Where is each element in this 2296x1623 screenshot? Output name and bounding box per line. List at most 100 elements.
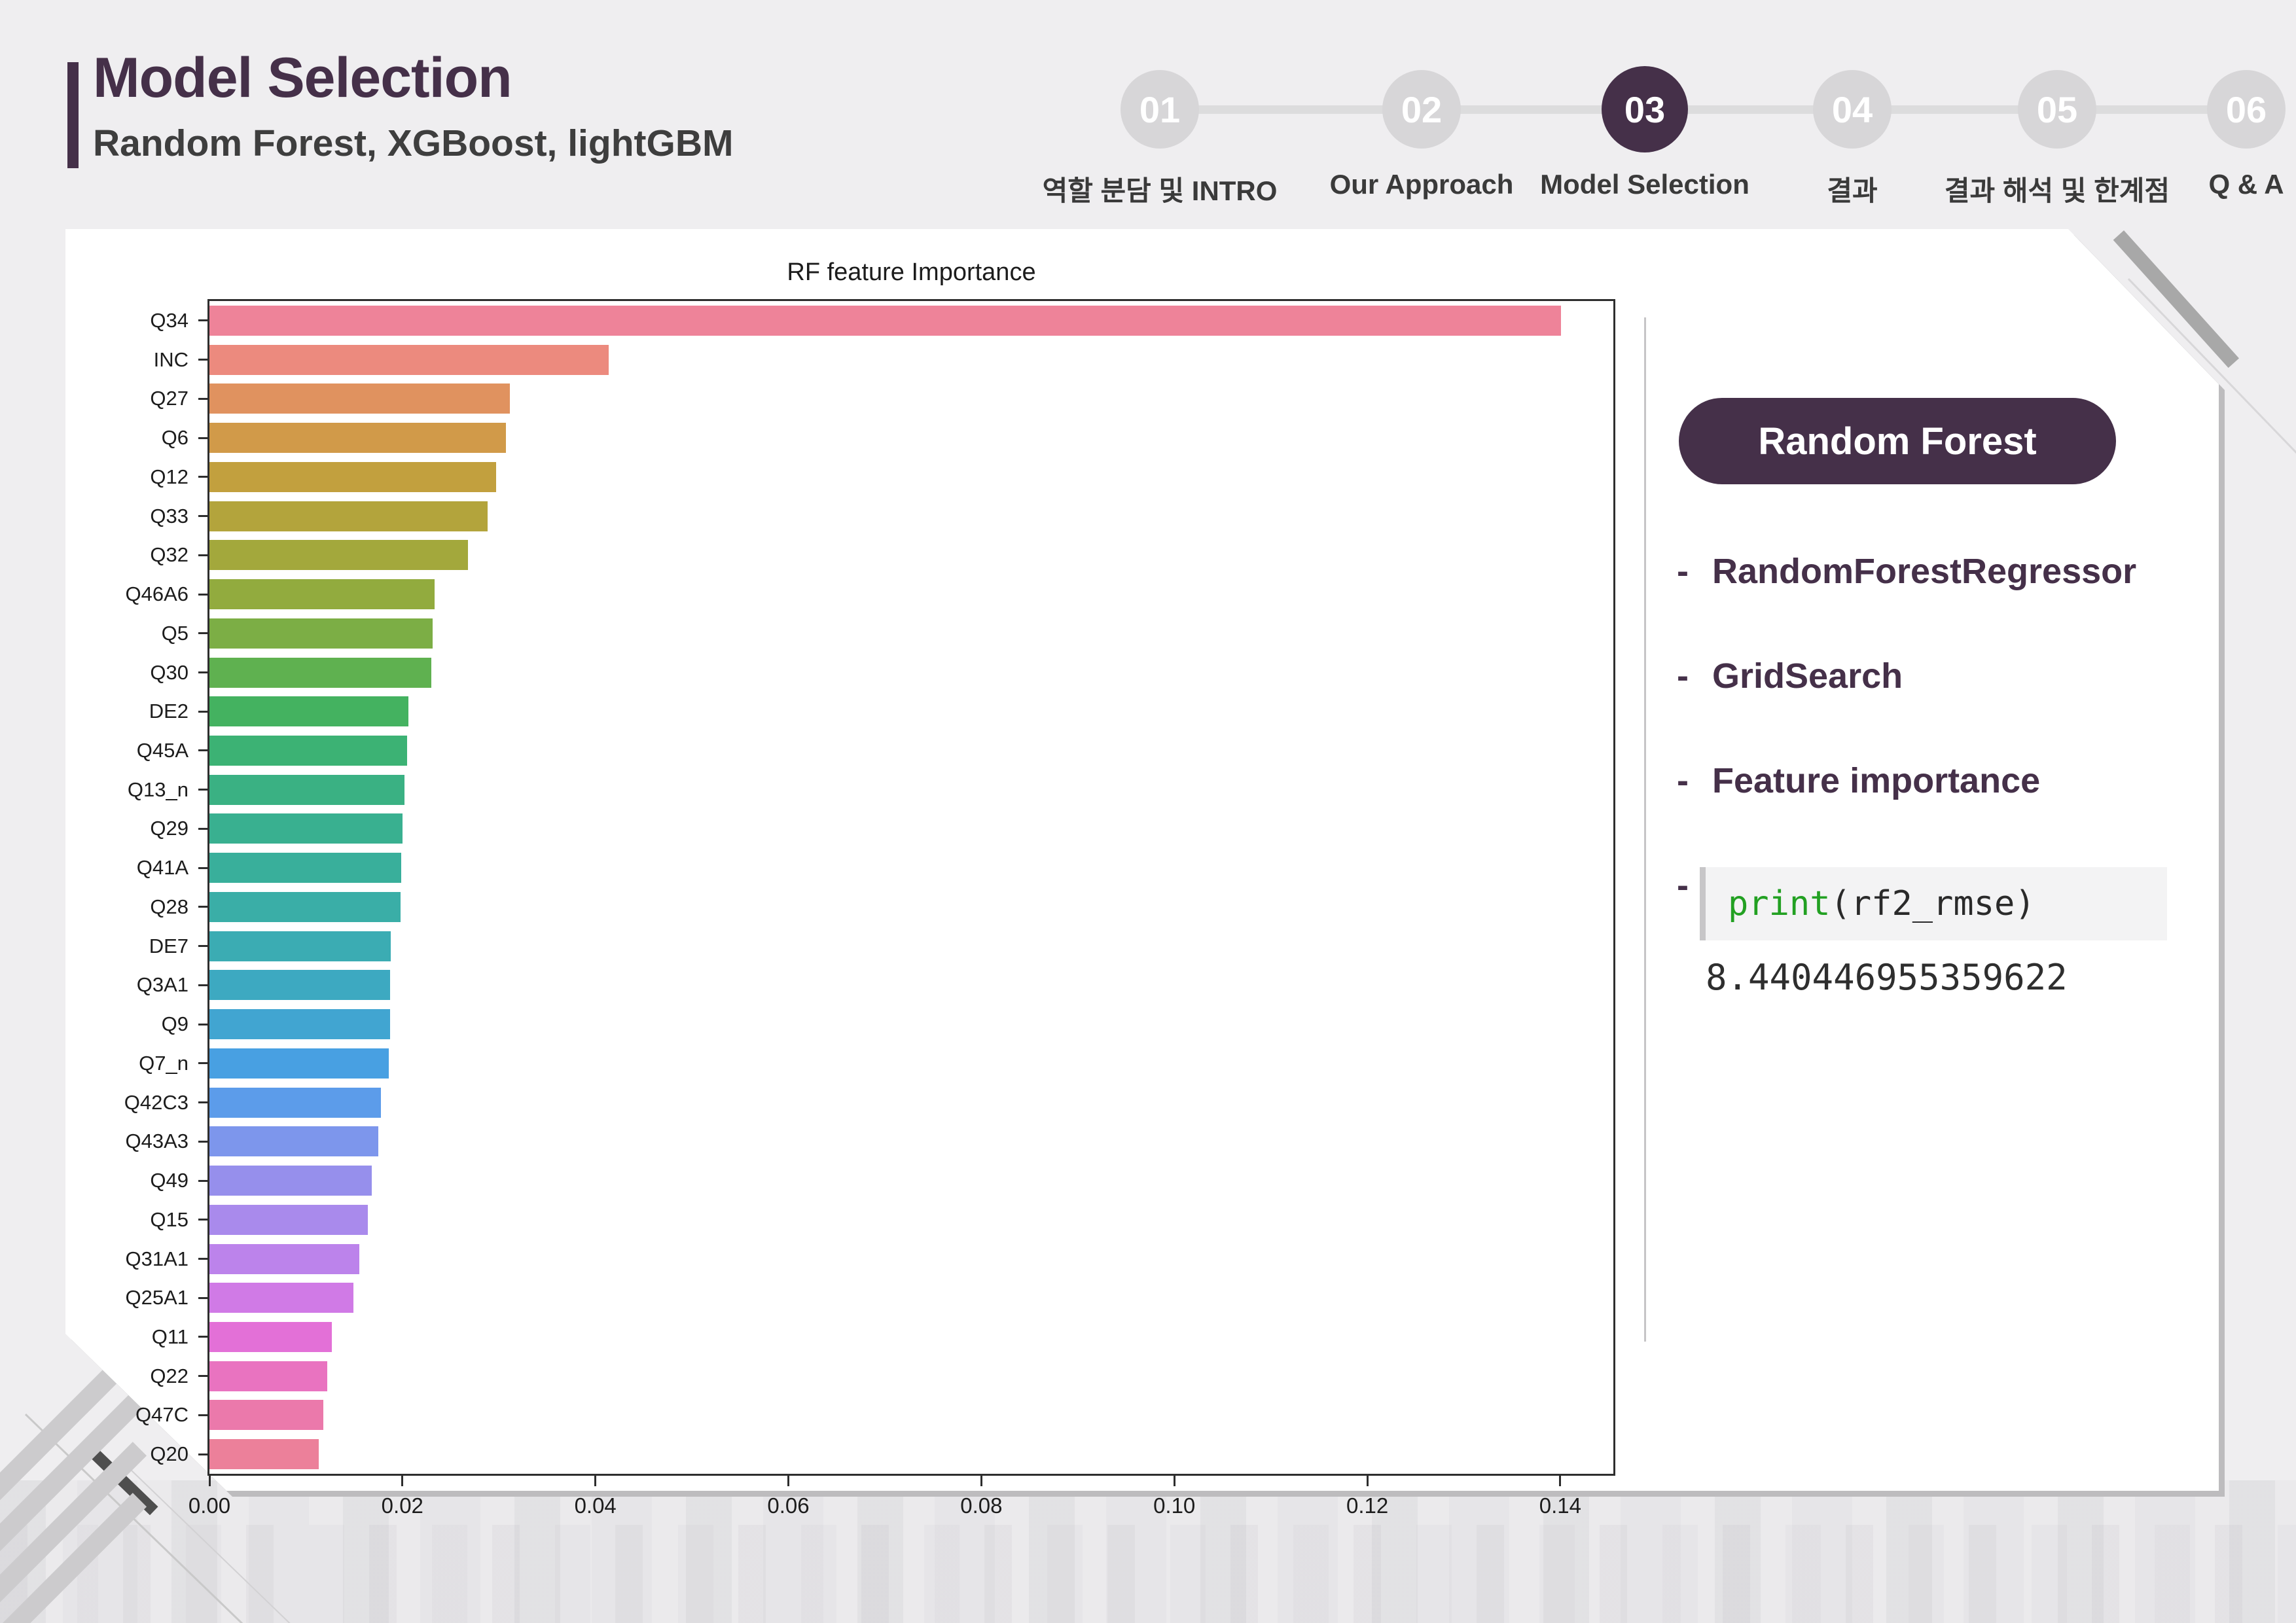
bar-Q15: [209, 1204, 368, 1235]
y-tick-mark: [198, 1140, 207, 1143]
stepper-label-our-approach: Our Approach: [1329, 169, 1514, 200]
bar-Q9: [209, 1009, 390, 1040]
x-tick-mark: [1173, 1476, 1175, 1486]
bar-Q30: [209, 657, 432, 688]
y-tick-mark: [198, 319, 207, 322]
code-argument: (rf2_rmse): [1830, 884, 2036, 923]
step-number: 04: [1831, 88, 1873, 130]
y-tick-mark: [198, 945, 207, 948]
code-output-rmse-value: 8.440446955359622: [1706, 957, 2068, 998]
y-tick-mark: [198, 1219, 207, 1221]
stepper-step-02[interactable]: 02: [1382, 70, 1461, 149]
y-tick-label: Q31A1: [125, 1247, 188, 1270]
y-tick-label: Q41A: [136, 856, 188, 880]
code-keyword: print: [1728, 884, 1831, 923]
bar-Q25A1: [209, 1283, 353, 1313]
y-tick-mark: [198, 1296, 207, 1299]
x-tick-mark: [980, 1476, 982, 1486]
stepper-step-06[interactable]: 06: [2207, 70, 2286, 149]
y-tick-label: Q15: [150, 1207, 188, 1231]
y-tick-mark: [198, 1453, 207, 1455]
y-tick-mark: [198, 789, 207, 791]
x-tick-label: 0.08: [960, 1493, 1003, 1518]
y-tick-label: Q7_n: [139, 1051, 188, 1075]
y-tick-label: Q43A3: [125, 1130, 188, 1153]
bar-Q12: [209, 461, 496, 492]
bar-Q22: [209, 1361, 327, 1391]
code-snippet: print (rf2_rmse): [1700, 867, 2167, 940]
stepper-step-01[interactable]: 01: [1121, 70, 1199, 149]
bar-DE7: [209, 931, 391, 961]
y-tick-label: Q9: [161, 1012, 188, 1036]
bar-Q47C: [209, 1400, 323, 1431]
y-tick-mark: [198, 906, 207, 908]
bullet-item-gridsearch: - GridSearch: [1677, 656, 2136, 696]
y-tick-mark: [198, 593, 207, 596]
bar-Q41A: [209, 853, 402, 883]
stepper-label-interpretation: 결과 해석 및 한계점: [1944, 175, 2170, 206]
y-tick-label: Q33: [150, 504, 188, 527]
step-number: 01: [1139, 88, 1181, 130]
y-tick-mark: [198, 515, 207, 517]
bullet-item-regressor: - RandomForestRegressor: [1677, 551, 2136, 591]
y-tick-label: Q13_n: [127, 777, 188, 801]
y-tick-label: Q46A6: [125, 582, 188, 605]
bar-Q33: [209, 501, 488, 531]
y-tick-label: Q32: [150, 543, 188, 567]
step-number: 02: [1401, 88, 1443, 130]
bar-Q29: [209, 813, 403, 844]
y-tick-mark: [198, 397, 207, 400]
x-tick-mark: [787, 1476, 789, 1486]
bar-Q13_n: [209, 774, 404, 805]
y-tick-mark: [198, 554, 207, 556]
y-tick-label: Q47C: [135, 1403, 188, 1427]
bar-Q32: [209, 540, 469, 571]
bullet-list: - RandomForestRegressor - GridSearch - Feat…: [1677, 486, 2136, 905]
bullet-item-feature-importance: - Feature importance: [1677, 760, 2136, 800]
y-tick-label: Q30: [150, 660, 188, 684]
y-tick-mark: [198, 359, 207, 361]
bar-Q27: [209, 383, 510, 414]
bullet-dash: -: [1677, 761, 1689, 800]
y-tick-mark: [198, 827, 207, 830]
y-tick-mark: [198, 710, 207, 713]
y-tick-label: Q34: [150, 308, 188, 332]
y-tick-mark: [198, 1336, 207, 1338]
x-tick-mark: [1366, 1476, 1369, 1486]
bar-Q6: [209, 423, 506, 454]
y-tick-label: Q27: [150, 387, 188, 410]
y-tick-label: INC: [153, 348, 188, 371]
y-tick-mark: [198, 1258, 207, 1260]
vertical-divider: [1644, 317, 1646, 1342]
page-title: Model Selection: [93, 46, 512, 109]
step-number: 06: [2225, 88, 2267, 130]
x-tick-label: 0.14: [1539, 1493, 1581, 1518]
bullet-dash: -: [1677, 866, 1689, 905]
stepper-label-results: 결과: [1827, 175, 1878, 206]
bar-Q3A1: [209, 970, 390, 1001]
y-tick-label: Q25A1: [125, 1286, 188, 1310]
y-tick-label: DE7: [149, 934, 188, 957]
y-tick-label: Q12: [150, 465, 188, 488]
stepper-label-intro: 역할 분담 및 INTRO: [1042, 175, 1278, 206]
title-accent-bar: [67, 62, 79, 168]
y-tick-mark: [198, 866, 207, 869]
y-tick-mark: [198, 1101, 207, 1103]
stepper-step-03-active[interactable]: 03: [1602, 66, 1688, 152]
y-tick-label: Q3A1: [136, 973, 188, 997]
bar-Q5: [209, 618, 433, 649]
bullet-text: Feature importance: [1712, 761, 2041, 800]
step-number: 05: [2036, 88, 2078, 130]
stepper-step-05[interactable]: 05: [2018, 70, 2096, 149]
y-tick-label: Q22: [150, 1364, 188, 1387]
x-tick-label: 0.12: [1346, 1493, 1389, 1518]
stepper-step-04[interactable]: 04: [1813, 70, 1892, 149]
stepper-label-model-selection: Model Selection: [1540, 169, 1749, 200]
y-tick-label: Q29: [150, 817, 188, 840]
x-tick-mark: [401, 1476, 404, 1486]
y-tick-label: DE2: [149, 700, 188, 723]
x-tick-label: 0.02: [381, 1493, 423, 1518]
y-tick-mark: [198, 1414, 207, 1416]
bar-Q28: [209, 891, 401, 922]
